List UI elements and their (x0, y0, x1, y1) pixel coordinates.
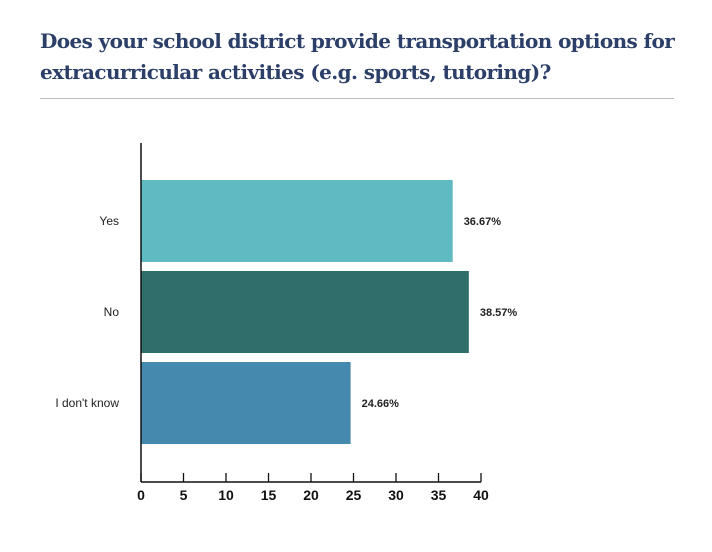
data-label: 38.57% (480, 307, 518, 319)
x-tick-label: 10 (218, 487, 234, 503)
category-label: No (104, 305, 120, 319)
x-tick-label: 40 (473, 487, 489, 503)
bar-2 (141, 362, 351, 444)
x-tick-label: 20 (303, 487, 319, 503)
x-tick-label: 5 (180, 487, 188, 503)
bar-0 (141, 180, 453, 262)
x-tick-label: 30 (388, 487, 404, 503)
x-tick-label: 15 (261, 487, 277, 503)
title-divider (40, 98, 674, 99)
data-label: 36.67% (464, 216, 502, 228)
data-label: 24.66% (362, 398, 400, 410)
x-tick-label: 25 (346, 487, 362, 503)
x-tick-label: 35 (431, 487, 447, 503)
category-label: I don't know (55, 396, 119, 410)
x-tick-label: 0 (137, 487, 145, 503)
bar-1 (141, 271, 469, 353)
category-label: Yes (99, 214, 119, 228)
chart-title: Does your school district provide transp… (40, 29, 675, 84)
